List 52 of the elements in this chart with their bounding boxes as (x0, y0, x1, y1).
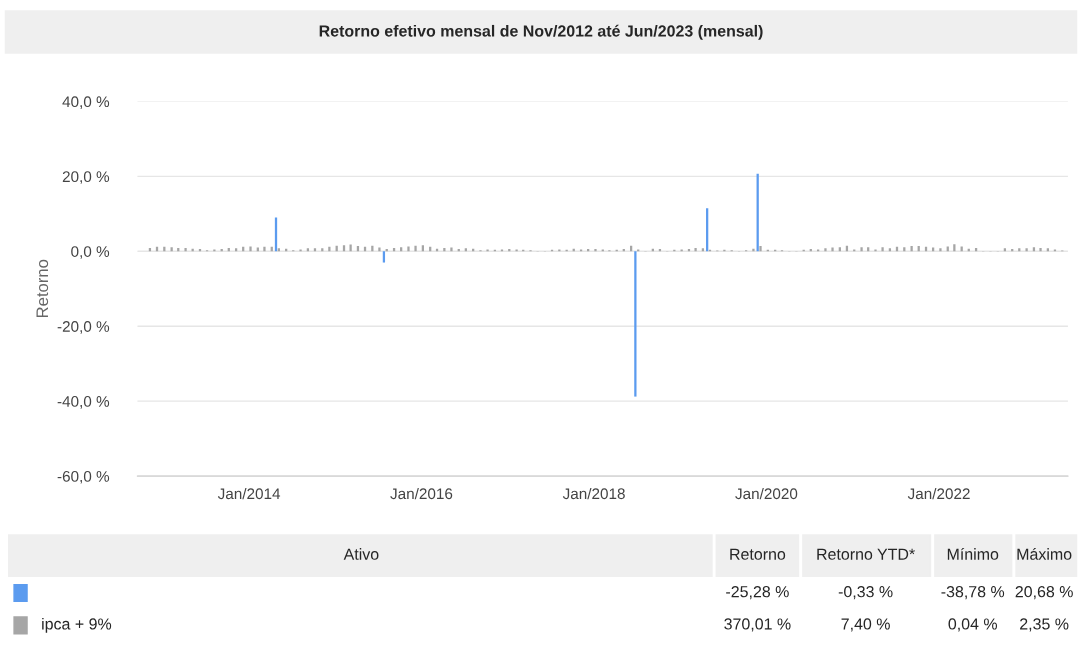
bar (328, 246, 331, 252)
text: 7,40 % (841, 618, 890, 632)
text: -38,78 % (941, 586, 1005, 600)
text: Mínimo (947, 547, 999, 560)
bar (824, 248, 827, 252)
bar (382, 251, 386, 263)
bar (378, 247, 381, 252)
x-tick-label: Jan/2018 (562, 487, 625, 500)
bar (910, 246, 913, 252)
text: Retorno YTD* (817, 548, 915, 560)
bar (1025, 248, 1028, 252)
chart-title: Retorno efetivo mensal de Nov/2012 até Jun/2023 (mensal) (319, 24, 763, 40)
bar (634, 251, 637, 397)
bar (594, 249, 597, 252)
bar (759, 246, 762, 252)
bar (407, 246, 410, 252)
y-tick-label: 40,0 % (62, 96, 110, 109)
text: -25,28 % (726, 586, 789, 600)
text: Máximo (1017, 547, 1072, 560)
x-tick-label: Jan/2014 (217, 487, 281, 500)
text: 370,01 % (724, 618, 791, 632)
bar (450, 247, 453, 252)
bar (263, 246, 266, 252)
text: -0,33 % (838, 586, 893, 600)
bar (860, 247, 863, 252)
bar (349, 244, 352, 252)
bar (831, 247, 834, 252)
y-tick-label: 20,0 % (62, 171, 110, 184)
y-tick-label: 0,0 % (71, 246, 110, 259)
text: 2,35 % (1020, 618, 1069, 632)
bar (881, 247, 884, 252)
bar (939, 248, 942, 252)
y-tick-label: -20,0 % (57, 321, 110, 334)
text: Ativo (343, 548, 379, 560)
y-tick-label: -40,0 % (57, 396, 110, 409)
bar (694, 247, 697, 252)
bar (752, 248, 755, 252)
y-tick-label: -60,0 % (57, 470, 110, 484)
text: Retorno (730, 548, 786, 560)
bar (1039, 247, 1042, 252)
x-tick-label: Jan/2022 (907, 487, 970, 500)
x-tick-label: Jan/2016 (390, 487, 453, 500)
x-tick-label: Jan/2020 (735, 487, 798, 500)
bar (414, 245, 417, 252)
bar (249, 246, 252, 252)
text: 20,68 % (1015, 586, 1073, 600)
legend-label: ipca + 9% (42, 617, 112, 633)
bar (946, 246, 949, 252)
bar (960, 246, 963, 252)
y-axis-title: Retorno (36, 259, 49, 318)
text: 0,04 % (948, 618, 998, 632)
bar (184, 247, 187, 252)
